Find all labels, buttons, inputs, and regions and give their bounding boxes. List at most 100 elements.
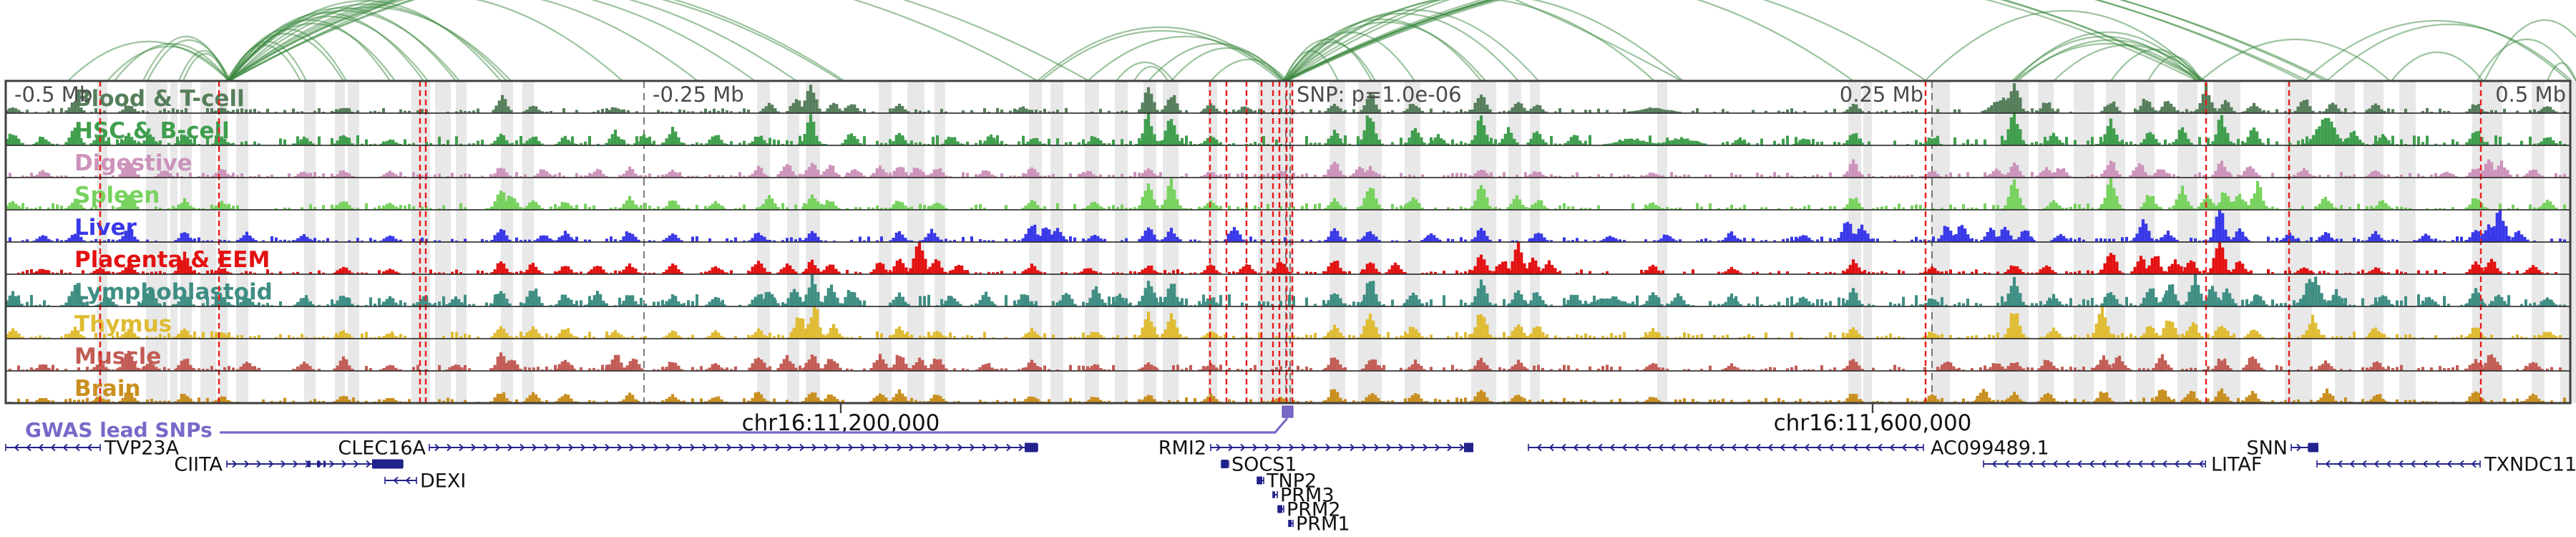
track-label-brain: Brain xyxy=(74,376,141,402)
interaction-arc xyxy=(228,0,797,82)
strand-arrow-icon xyxy=(2337,460,2343,468)
interaction-arc xyxy=(114,42,230,82)
interaction-arc xyxy=(1087,36,1284,82)
track-label-liver: Liver xyxy=(74,215,137,241)
gene-label: LITAF xyxy=(2211,454,2262,476)
strand-arrow-icon xyxy=(945,443,951,452)
track-label-lymphoblastoid: Lymphoblastoid xyxy=(74,279,273,305)
strand-arrow-icon xyxy=(447,443,452,452)
strand-arrow-icon xyxy=(1731,443,1737,452)
strand-arrow-icon xyxy=(1325,443,1331,452)
gene-exon xyxy=(1221,460,1228,468)
strand-arrow-icon xyxy=(14,443,19,452)
strand-arrow-icon xyxy=(1536,443,1542,452)
gene-exon xyxy=(1257,476,1262,485)
track-label-spleen: Spleen xyxy=(74,183,160,208)
interaction-arc xyxy=(177,50,230,82)
interaction-arc xyxy=(2053,44,2202,82)
gene-label: TVP23A xyxy=(104,437,180,460)
gene-label: TNP2 xyxy=(1266,470,1317,493)
strand-arrow-icon xyxy=(1828,443,1834,452)
interaction-arc xyxy=(1924,10,2205,82)
strand-arrow-icon xyxy=(1313,443,1319,452)
strand-arrow-icon xyxy=(1670,443,1676,452)
interaction-arc xyxy=(1284,0,2202,82)
region-label-2: SNP: p=1.0e-06 xyxy=(1297,82,1462,107)
strand-arrow-icon xyxy=(848,443,854,452)
strand-arrow-icon xyxy=(665,443,671,452)
track-row-muscle: Muscle xyxy=(9,344,2562,371)
coordinate-labels: chr16:11,200,000 chr16:11,600,000 xyxy=(742,403,1972,436)
gwas-snp-marker xyxy=(1282,405,1294,418)
strand-arrow-icon xyxy=(921,443,927,452)
gene-exon xyxy=(323,460,326,468)
interaction-arcs-track xyxy=(67,0,2576,82)
interaction-arc xyxy=(2484,19,2576,82)
track-label-muscle: Muscle xyxy=(74,344,161,369)
strand-arrow-icon xyxy=(74,443,80,452)
interaction-arc xyxy=(2011,36,2197,82)
interaction-arc xyxy=(228,0,1090,82)
strand-arrow-icon xyxy=(1853,443,1858,452)
strand-arrow-icon xyxy=(353,460,359,468)
gene-prm1: PRM1 xyxy=(1288,513,1350,536)
track-label-thymus: Thymus xyxy=(74,311,172,337)
strand-arrow-icon xyxy=(1216,443,1221,452)
gene-label: PRM1 xyxy=(1296,513,1350,536)
strand-arrow-icon xyxy=(1877,443,1883,452)
strand-arrow-icon xyxy=(690,443,696,452)
gene-exon xyxy=(2308,442,2318,453)
strand-arrow-icon xyxy=(1658,443,1664,452)
track-row-blood-t-cell: Blood & T-cell xyxy=(6,82,2566,113)
gene-exon xyxy=(1025,442,1038,453)
gwas-lead-snps-track: GWAS lead SNPs xyxy=(25,405,1294,442)
gene-ac099489-1: AC099489.1 xyxy=(1528,437,2049,460)
strand-arrow-icon xyxy=(751,443,756,452)
strand-arrow-icon xyxy=(2077,460,2082,468)
interaction-arc xyxy=(2110,48,2201,82)
gene-exon xyxy=(1464,442,1473,453)
strand-arrow-icon xyxy=(568,443,574,452)
strand-arrow-icon xyxy=(909,443,914,452)
strand-arrow-icon xyxy=(994,443,1000,452)
strand-arrow-icon xyxy=(1386,443,1392,452)
strand-arrow-icon xyxy=(629,443,635,452)
gene-exon xyxy=(1289,520,1292,527)
interaction-arc xyxy=(1133,66,1169,82)
coordinate-label-1: chr16:11,600,000 xyxy=(1774,410,1972,436)
interaction-arc xyxy=(2303,19,2570,82)
interaction-arc xyxy=(182,52,229,82)
strand-arrow-icon xyxy=(787,443,793,452)
strand-arrow-icon xyxy=(2089,460,2094,468)
interaction-arc xyxy=(107,45,230,82)
track-row-thymus: Thymus xyxy=(6,306,2562,339)
strand-arrow-icon xyxy=(1792,443,1797,452)
strand-arrow-icon xyxy=(532,443,537,452)
strand-arrow-icon xyxy=(1889,443,1895,452)
strand-arrow-icon xyxy=(507,443,513,452)
strand-arrow-icon xyxy=(872,443,878,452)
strand-arrow-icon xyxy=(1447,443,1453,452)
interaction-arc xyxy=(2200,38,2391,82)
strand-arrow-icon xyxy=(2446,460,2452,468)
strand-arrow-icon xyxy=(714,443,720,452)
strand-arrow-icon xyxy=(434,443,440,452)
strand-arrow-icon xyxy=(2349,460,2355,468)
gene-label: TXNDC11 xyxy=(2484,454,2576,476)
gene-label: AC099489.1 xyxy=(1931,437,2049,460)
strand-arrow-icon xyxy=(329,460,335,468)
strand-arrow-icon xyxy=(2052,460,2058,468)
interaction-arc xyxy=(1282,0,2198,82)
track-row-spleen: Spleen xyxy=(6,178,2566,210)
strand-arrow-icon xyxy=(1561,443,1566,452)
interaction-arc xyxy=(1286,0,1927,82)
gene-label: CIITA xyxy=(174,454,223,476)
strand-arrow-icon xyxy=(1289,443,1294,452)
interaction-arc xyxy=(225,0,842,82)
strand-arrow-icon xyxy=(2373,460,2379,468)
interaction-arc xyxy=(1287,9,1539,82)
signal-tracks: Blood & T-cell HSC & B-cell Digestive Splee… xyxy=(6,82,2566,403)
strand-arrow-icon xyxy=(1755,443,1761,452)
strand-arrow-icon xyxy=(1609,443,1615,452)
strand-arrow-icon xyxy=(1865,443,1870,452)
